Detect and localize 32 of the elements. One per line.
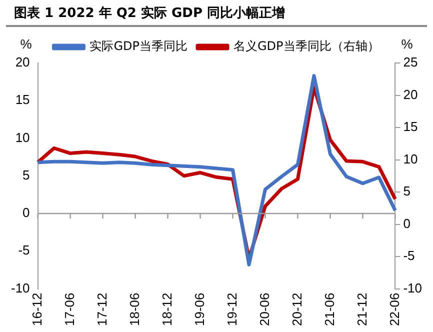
y-tick-label: 10 <box>15 130 30 145</box>
x-tick-label: 21-06 <box>322 292 337 326</box>
y-tick-label: 5 <box>22 167 30 182</box>
y-tick-label: -10 <box>10 280 30 296</box>
y2-tick-label: -5 <box>403 248 415 264</box>
x-tick-label: 19-06 <box>192 292 207 326</box>
y-tick-label: 0 <box>22 205 30 220</box>
x-tick-label: 20-12 <box>289 292 304 326</box>
chart-title: 图表 1 2022 年 Q2 实际 GDP 同比小幅正增 <box>6 0 427 27</box>
y-tick-label: -5 <box>18 242 30 258</box>
y2-tick-label: 15 <box>403 119 418 134</box>
y2-tick-label: 25 <box>403 54 418 70</box>
x-tick-label: 21-12 <box>354 292 370 326</box>
y2-tick-label: 20 <box>403 86 418 102</box>
x-tick-label: 16-12 <box>29 292 44 326</box>
y2-tick-label: 0 <box>403 216 410 231</box>
y2-tick-label: -10 <box>403 280 422 296</box>
y-axis-title: % <box>20 36 32 52</box>
y2-tick-label: 10 <box>403 151 418 166</box>
x-tick-label: 18-12 <box>159 292 174 326</box>
legend-label: 实际GDP当季同比 <box>90 39 188 54</box>
x-tick-label: 17-06 <box>62 292 77 326</box>
x-tick-label: 22-06 <box>386 292 402 326</box>
legend-label: 名义GDP当季同比（右轴） <box>234 39 380 54</box>
x-tick-label: 19-12 <box>224 292 240 326</box>
y-tick-label: 20 <box>15 54 30 70</box>
y-tick-label: 15 <box>15 92 30 108</box>
x-tick-label: 17-12 <box>94 292 110 326</box>
y2-axis-title: % <box>401 36 414 52</box>
x-tick-label: 18-06 <box>126 292 142 326</box>
y2-tick-label: 5 <box>403 184 410 199</box>
x-tick-label: 20-06 <box>256 292 272 326</box>
